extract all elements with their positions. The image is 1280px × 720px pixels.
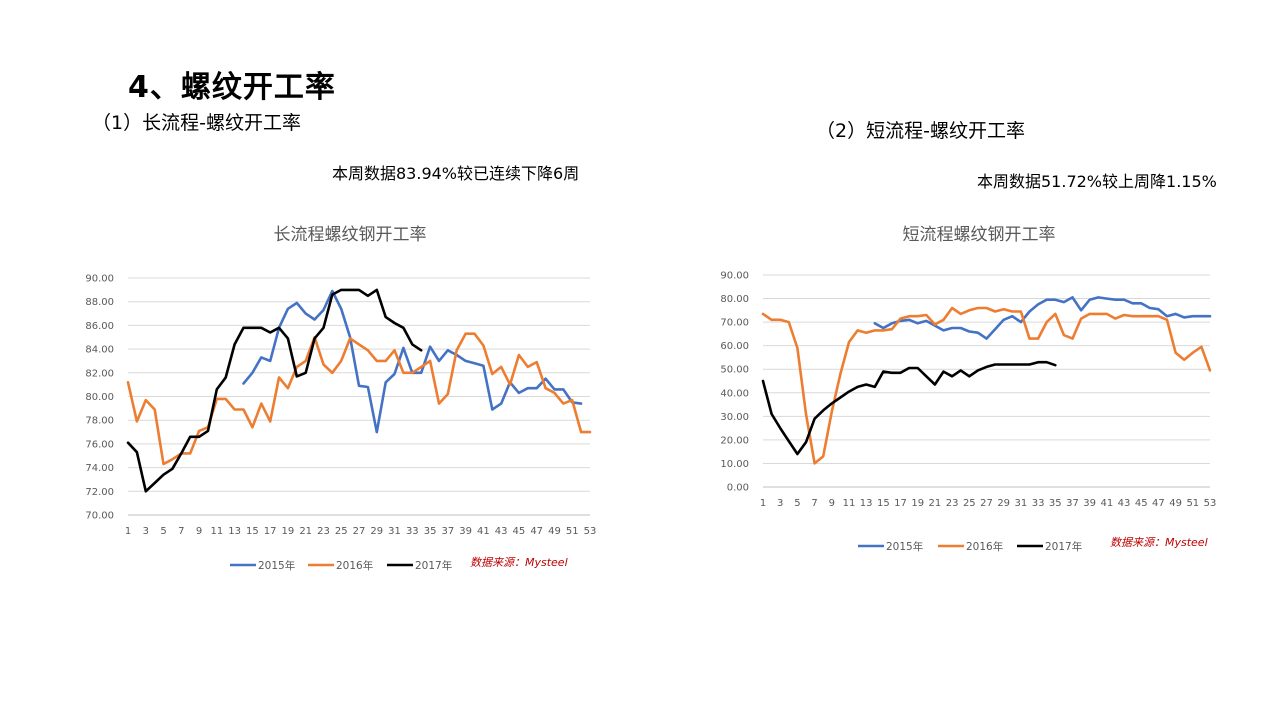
long-x-tick-label: 23 xyxy=(317,526,330,537)
long-y-tick-label: 74.00 xyxy=(85,463,114,474)
long-y-tick-label: 86.00 xyxy=(85,321,114,332)
short-y-tick-label: 0.00 xyxy=(727,483,749,494)
long-y-tick-label: 76.00 xyxy=(85,439,114,450)
short-x-tick-label: 1 xyxy=(760,498,766,509)
long-series-line-2016年 xyxy=(126,332,592,466)
short-legend-label: 2015年 xyxy=(886,540,923,553)
short-y-tick-label: 10.00 xyxy=(720,459,749,470)
long-y-tick-label: 84.00 xyxy=(85,345,114,356)
short-x-tick-label: 11 xyxy=(843,498,856,509)
long-x-tick-label: 29 xyxy=(370,526,383,537)
long-x-tick-label: 41 xyxy=(477,526,490,537)
long-x-tick-label: 9 xyxy=(196,526,202,537)
right-note: 本周数据51.72%较上周降1.15% xyxy=(977,172,1217,191)
short-x-tick-label: 37 xyxy=(1066,498,1079,509)
short-chart-title: 短流程螺纹钢开工率 xyxy=(903,225,1056,245)
short-x-tick-label: 15 xyxy=(877,498,890,509)
short-data-source: 数据来源：Mysteel xyxy=(1110,536,1208,549)
long-x-tick-label: 15 xyxy=(246,526,259,537)
long-x-tick-label: 53 xyxy=(584,526,597,537)
short-x-tick-label: 41 xyxy=(1100,498,1113,509)
long-legend-label: 2016年 xyxy=(336,559,373,572)
short-x-tick-label: 31 xyxy=(1015,498,1028,509)
short-x-tick-label: 19 xyxy=(911,498,924,509)
long-x-tick-label: 13 xyxy=(228,526,241,537)
short-x-tick-label: 3 xyxy=(777,498,783,509)
short-x-tick-label: 47 xyxy=(1152,498,1165,509)
short-series-line-2015年 xyxy=(873,296,1212,340)
long-y-tick-label: 78.00 xyxy=(85,416,114,427)
short-x-tick-label: 27 xyxy=(980,498,993,509)
short-x-tick-label: 53 xyxy=(1204,498,1217,509)
left-note: 本周数据83.94%较已连续下降6周 xyxy=(332,164,580,183)
short-process-chart: 短流程螺纹钢开工率 0.00 10.00 20.00 30.00 40.00 50.00 60… xyxy=(720,225,1217,553)
long-x-tick-label: 11 xyxy=(210,526,223,537)
long-x-tick-label: 27 xyxy=(353,526,366,537)
short-x-tick-label: 39 xyxy=(1083,498,1096,509)
short-y-tick-label: 70.00 xyxy=(720,318,749,329)
long-y-tick-label: 70.00 xyxy=(85,511,114,522)
short-y-tick-label: 30.00 xyxy=(720,412,749,423)
long-legend-label: 2015年 xyxy=(258,559,295,572)
long-x-tick-label: 21 xyxy=(299,526,312,537)
short-x-tick-label: 25 xyxy=(963,498,976,509)
long-x-tick-label: 45 xyxy=(513,526,526,537)
long-x-tick-label: 47 xyxy=(530,526,543,537)
long-y-tick-label: 90.00 xyxy=(85,274,114,285)
long-x-tick-label: 7 xyxy=(178,526,184,537)
long-process-chart: 长流程螺纹钢开工率 70.00 72.00 74.00 76.00 78.00 80.00 8… xyxy=(85,225,597,572)
long-y-tick-label: 72.00 xyxy=(85,487,114,498)
long-legend-label: 2017年 xyxy=(415,559,452,572)
long-x-tick-label: 51 xyxy=(566,526,579,537)
short-x-tick-label: 49 xyxy=(1169,498,1182,509)
short-x-tick-label: 21 xyxy=(929,498,942,509)
short-x-tick-label: 51 xyxy=(1186,498,1199,509)
short-legend-label: 2016年 xyxy=(966,540,1003,553)
long-series-line-2017年 xyxy=(126,288,423,493)
right-subtitle: （2）短流程-螺纹开工率 xyxy=(816,120,1025,142)
short-y-tick-label: 50.00 xyxy=(720,365,749,376)
short-x-tick-label: 35 xyxy=(1049,498,1062,509)
short-x-tick-label: 43 xyxy=(1118,498,1131,509)
long-x-tick-label: 35 xyxy=(424,526,437,537)
long-x-tick-label: 25 xyxy=(335,526,348,537)
long-x-tick-label: 5 xyxy=(160,526,166,537)
short-series-line-2017年 xyxy=(761,360,1057,456)
short-x-tick-label: 23 xyxy=(946,498,959,509)
slide-title: 4、螺纹开工率 xyxy=(128,70,336,105)
long-x-tick-label: 19 xyxy=(282,526,295,537)
long-x-tick-label: 1 xyxy=(125,526,131,537)
short-x-tick-label: 9 xyxy=(829,498,835,509)
long-x-tick-label: 49 xyxy=(548,526,561,537)
short-x-tick-label: 45 xyxy=(1135,498,1148,509)
short-x-tick-label: 33 xyxy=(1032,498,1045,509)
short-y-tick-label: 20.00 xyxy=(720,435,749,446)
short-series-line-2016年 xyxy=(761,306,1212,465)
long-chart-title: 长流程螺纹钢开工率 xyxy=(274,225,427,245)
short-x-tick-label: 7 xyxy=(811,498,817,509)
long-x-tick-label: 37 xyxy=(441,526,454,537)
long-y-tick-label: 82.00 xyxy=(85,368,114,379)
long-x-tick-label: 33 xyxy=(406,526,419,537)
short-x-tick-label: 5 xyxy=(794,498,800,509)
short-y-tick-label: 90.00 xyxy=(720,271,749,282)
short-y-tick-label: 80.00 xyxy=(720,294,749,305)
long-x-tick-label: 43 xyxy=(495,526,508,537)
long-y-tick-label: 80.00 xyxy=(85,392,114,403)
short-y-tick-label: 40.00 xyxy=(720,388,749,399)
long-y-tick-label: 88.00 xyxy=(85,297,114,308)
short-x-tick-label: 29 xyxy=(997,498,1010,509)
long-x-tick-label: 31 xyxy=(388,526,401,537)
long-x-tick-label: 39 xyxy=(459,526,472,537)
short-x-tick-label: 17 xyxy=(894,498,907,509)
short-y-tick-label: 60.00 xyxy=(720,341,749,352)
long-x-tick-label: 3 xyxy=(143,526,149,537)
long-data-source: 数据来源：Mysteel xyxy=(470,556,568,569)
short-legend-label: 2017年 xyxy=(1045,540,1082,553)
short-x-tick-label: 13 xyxy=(860,498,873,509)
left-subtitle: （1）长流程-螺纹开工率 xyxy=(92,112,301,134)
long-x-tick-label: 17 xyxy=(264,526,277,537)
